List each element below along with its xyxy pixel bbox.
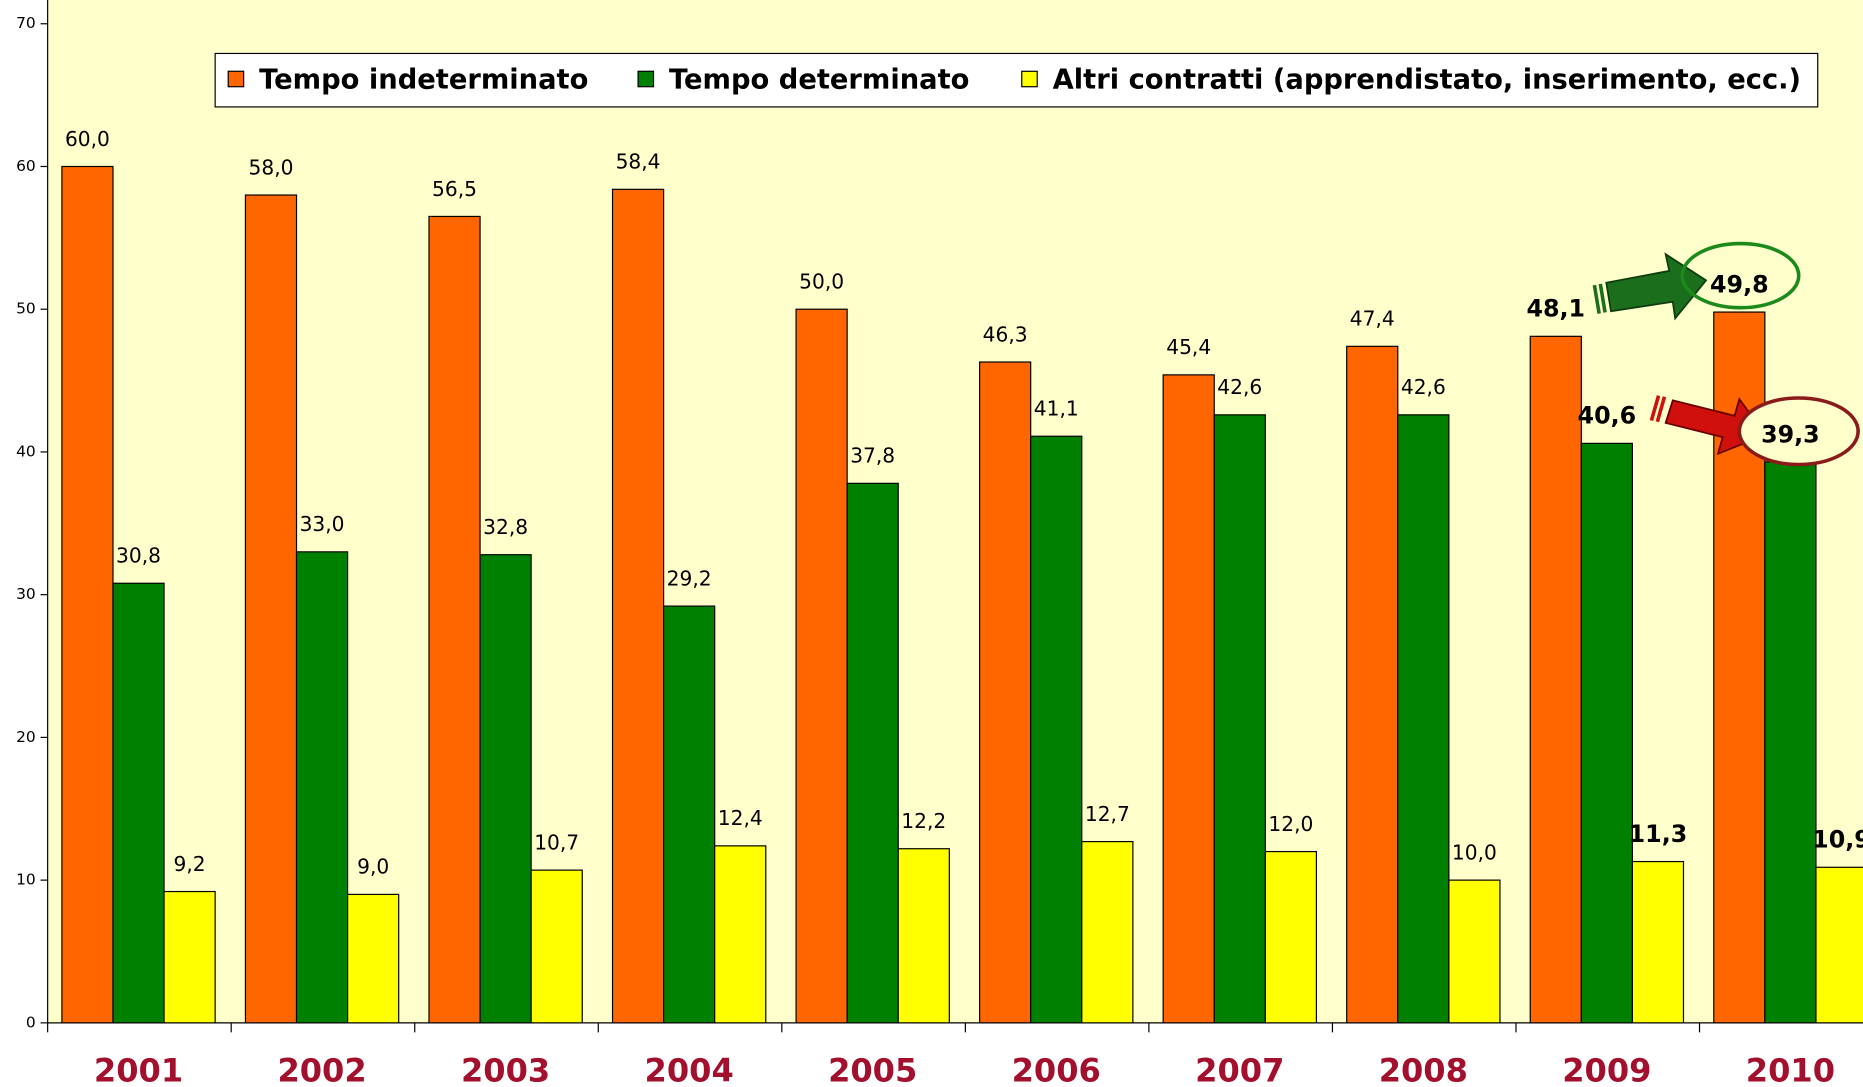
x-tick-label: 2005 (828, 1052, 917, 1087)
value-label: 12,2 (901, 809, 946, 833)
legend-label: Altri contratti (apprendistato, inserime… (1053, 64, 1801, 95)
value-label: 47,4 (1350, 307, 1395, 331)
bar (795, 308, 848, 1024)
x-tick-label: 2010 (1746, 1052, 1835, 1087)
legend-label: Tempo determinato (669, 64, 969, 95)
value-label: 9,0 (357, 855, 389, 879)
value-label: 56,5 (432, 177, 477, 201)
value-label: 12,0 (1268, 812, 1313, 836)
value-label: 10,0 (1452, 840, 1497, 864)
value-label: 40,6 (1578, 402, 1637, 430)
value-label: 50,0 (799, 270, 844, 294)
bar (479, 554, 532, 1024)
green-circle (1680, 241, 1801, 310)
value-label: 11,3 (1629, 820, 1688, 848)
value-label: 10,9 (1812, 826, 1863, 854)
y-tick-label: 10 (16, 871, 36, 889)
value-label: 60,0 (65, 127, 110, 151)
y-tick-label: 20 (16, 728, 36, 746)
value-label: 49,8 (1710, 270, 1769, 298)
bar (846, 482, 899, 1024)
value-label: 42,6 (1401, 375, 1446, 399)
value-label: 58,0 (249, 155, 294, 179)
bar (530, 869, 583, 1024)
bar (1346, 345, 1399, 1024)
value-label: 12,4 (718, 806, 763, 830)
bar (1815, 866, 1863, 1024)
bar (244, 194, 298, 1024)
x-tick-label: 2007 (1195, 1052, 1284, 1087)
x-tick-label: 2003 (461, 1052, 550, 1087)
bar (1397, 414, 1450, 1024)
green-arrow (1592, 252, 1708, 321)
x-tick-label: 2008 (1379, 1052, 1468, 1087)
bar (1213, 414, 1266, 1024)
bar (1631, 860, 1685, 1024)
value-label: 37,8 (850, 444, 895, 468)
value-label: 33,0 (300, 512, 345, 536)
value-label: 41,1 (1034, 397, 1079, 421)
bar (1448, 879, 1501, 1024)
value-label: 30,8 (116, 544, 161, 568)
bar (295, 551, 349, 1024)
value-label: 32,8 (483, 515, 528, 539)
value-label: 10,7 (534, 830, 579, 854)
bar (1580, 442, 1634, 1024)
x-tick-label: 2002 (277, 1052, 366, 1087)
legend-swatch (637, 70, 655, 88)
bar (714, 845, 767, 1024)
x-tick-label: 2004 (645, 1052, 734, 1087)
y-tick-label: 50 (16, 300, 36, 318)
y-tick-label: 40 (16, 442, 36, 460)
bar (1030, 435, 1083, 1024)
value-label: 45,4 (1166, 335, 1211, 359)
y-tick-label: 60 (16, 157, 36, 175)
bar (663, 605, 716, 1024)
red-circle (1737, 396, 1860, 467)
bar (1162, 374, 1215, 1024)
value-label: 58,4 (616, 150, 661, 174)
value-label: 12,7 (1085, 802, 1130, 826)
value-label: 39,3 (1761, 420, 1820, 448)
y-tick-label: 30 (16, 585, 36, 603)
bar (163, 890, 216, 1024)
bar (1264, 850, 1317, 1024)
bar (979, 361, 1032, 1024)
bar (897, 848, 950, 1024)
y-tick-label: 0 (26, 1013, 36, 1031)
bar (1764, 461, 1817, 1024)
x-tick-label: 2009 (1562, 1052, 1651, 1087)
value-label: 48,1 (1526, 295, 1585, 323)
legend-swatch (227, 70, 245, 88)
bar (1081, 840, 1134, 1024)
value-label: 9,2 (174, 852, 206, 876)
bar (611, 188, 665, 1024)
value-label: 42,6 (1217, 375, 1262, 399)
legend (214, 52, 1819, 108)
bar (112, 582, 165, 1024)
x-tick-label: 2001 (94, 1052, 183, 1087)
value-label: 29,2 (667, 566, 712, 590)
legend-label: Tempo indeterminato (259, 64, 588, 95)
bar (428, 215, 481, 1024)
y-tick-label: 70 (16, 14, 36, 32)
bar (347, 893, 400, 1024)
bar (1529, 335, 1582, 1024)
x-tick-label: 2006 (1012, 1052, 1101, 1087)
bar (61, 165, 114, 1024)
legend-swatch (1021, 70, 1038, 88)
value-label: 46,3 (983, 322, 1028, 346)
annotations (1592, 241, 1860, 467)
